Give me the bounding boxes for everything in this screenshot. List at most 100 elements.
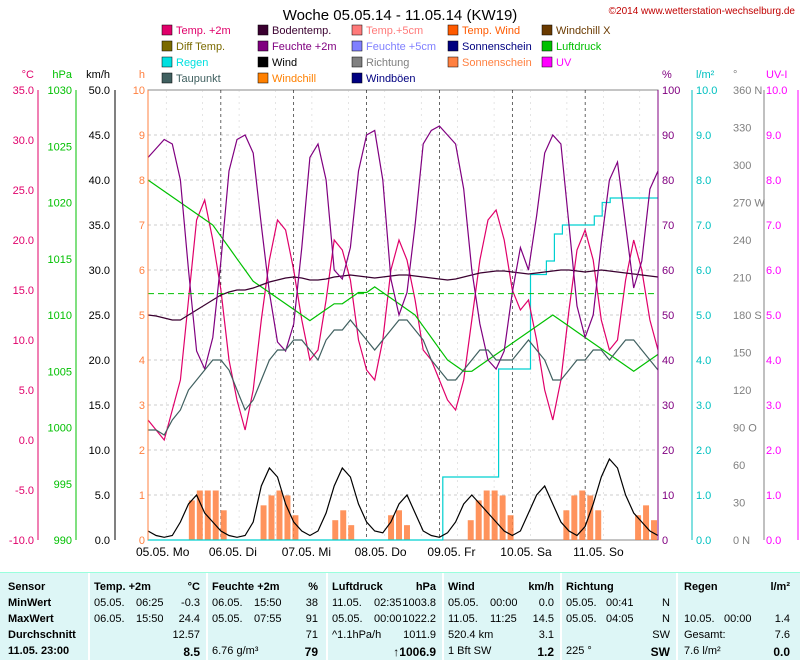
- weather-chart: Woche 05.05.14 - 11.05.14 (KW19) ©2014 w…: [9, 6, 799, 559]
- axis-unit-direction_deg: °: [733, 69, 737, 81]
- axis-tick-humidity_pct: 60: [662, 265, 674, 277]
- table-cell: 1.2: [537, 645, 554, 659]
- legend-swatch: [161, 72, 173, 84]
- axis-tick-wind_kmh: 10.0: [89, 445, 110, 457]
- sunshine-bar: [188, 500, 195, 540]
- axis-tick-rain_lm2: 7.0: [696, 220, 711, 232]
- table-cell: Gesamt:: [684, 629, 726, 641]
- table-cell: km/h: [528, 581, 554, 593]
- legend-swatch: [447, 24, 459, 36]
- axis-tick-temp_c: -10.0: [9, 535, 34, 547]
- axis-tick-uv: 2.0: [766, 445, 781, 457]
- axis-tick-humidity_pct: 40: [662, 355, 674, 367]
- table-cell: 11.05.: [332, 597, 362, 609]
- table-cell: ^1.1hPa/h: [332, 629, 382, 641]
- axis-tick-temp_c: 15.0: [13, 285, 34, 297]
- axis-tick-temp_c: 5.0: [19, 385, 34, 397]
- sunshine-bar: [276, 490, 283, 540]
- axis-tick-rain_lm2: 2.0: [696, 445, 711, 457]
- sunshine-bar: [579, 490, 586, 540]
- table-cell: Richtung: [566, 581, 614, 593]
- table-cell: 14.5: [532, 613, 554, 625]
- axis-tick-rain_lm2: 5.0: [696, 310, 711, 322]
- legend-label: Windchill X: [556, 25, 611, 37]
- table-cell: 02:35: [374, 597, 402, 609]
- table-cell: 05.05.: [94, 597, 125, 609]
- x-tick-label: 11.05. So: [573, 545, 624, 559]
- axis-tick-temp_c: 20.0: [13, 235, 34, 247]
- table-cell: 225 °: [566, 645, 592, 657]
- table-cell: %: [308, 581, 318, 593]
- table-cell: 11.05.: [448, 613, 478, 625]
- sunshine-bar: [340, 510, 347, 540]
- sunshine-bar: [475, 500, 482, 540]
- stats-table: Sensor Temp. +2m °C Feuchte +2m% Luftdruck hP…: [0, 572, 800, 660]
- table-cell: 1 Bft SW: [448, 645, 492, 657]
- sunshine-bar: [348, 525, 355, 540]
- table-cell: 00:41: [606, 597, 634, 609]
- axis-tick-humidity_pct: 0: [662, 535, 668, 547]
- axis-tick-sun_h: 8: [139, 175, 145, 187]
- sunshine-bar: [651, 520, 657, 540]
- x-tick-label: 09.05. Fr: [427, 545, 475, 559]
- axis-tick-direction_deg: 30: [733, 498, 745, 510]
- x-tick-label: 06.05. Di: [209, 545, 257, 559]
- axis-tick-temp_c: 10.0: [13, 335, 34, 347]
- table-cell: 10.05.: [684, 613, 715, 625]
- table-cell: 15:50: [254, 597, 282, 609]
- axis-tick-direction_deg: 300: [733, 160, 751, 172]
- axis-tick-sun_h: 10: [133, 85, 145, 97]
- table-cell: 0.0: [773, 645, 790, 659]
- series-line: [147, 457, 659, 538]
- axis-tick-pressure_hpa: 995: [54, 479, 72, 491]
- legend-swatch: [351, 72, 363, 84]
- axis-tick-direction_deg: 120: [733, 385, 751, 397]
- series-line: [147, 125, 659, 371]
- sunshine-bar: [332, 520, 339, 540]
- x-tick-label: 07.05. Mi: [282, 545, 331, 559]
- table-cell: 06.05.: [212, 597, 243, 609]
- axis-tick-wind_kmh: 30.0: [89, 265, 110, 277]
- sunshine-bar: [388, 515, 395, 540]
- table-cell: 11:25: [490, 613, 517, 625]
- legend-label: Temp. +2m: [176, 25, 231, 37]
- axis-tick-uv: 4.0: [766, 355, 781, 367]
- table-cell: 15:50: [136, 613, 164, 625]
- sunshine-bar: [284, 495, 291, 540]
- sunshine-bar: [587, 495, 594, 540]
- axis-unit-wind_kmh: km/h: [86, 69, 110, 81]
- table-cell: N: [662, 613, 670, 625]
- axis-tick-rain_lm2: 9.0: [696, 130, 711, 142]
- sunshine-bar: [643, 505, 650, 540]
- table-cell: 00:00: [374, 613, 402, 625]
- table-cell: Wind: [448, 581, 475, 593]
- table-cell: l/m²: [770, 581, 790, 593]
- axis-tick-wind_kmh: 25.0: [89, 310, 110, 322]
- axis-tick-rain_lm2: 1.0: [696, 490, 711, 502]
- legend-label: Temp. Wind: [462, 25, 520, 37]
- legend: Temp. +2m Bodentemp. Temp.+5cm Temp. Wind Wi…: [161, 24, 611, 85]
- axis-tick-uv: 3.0: [766, 400, 781, 412]
- table-cell: Luftdruck: [332, 581, 383, 593]
- axis-tick-sun_h: 6: [139, 265, 145, 277]
- table-cell: 07:55: [254, 613, 282, 625]
- axis-tick-sun_h: 0: [139, 535, 145, 547]
- axis-unit-humidity_pct: %: [662, 69, 672, 81]
- series-rain: [148, 197, 658, 541]
- axis-tick-humidity_pct: 90: [662, 130, 674, 142]
- axis-tick-wind_kmh: 20.0: [89, 355, 110, 367]
- axis-tick-direction_deg: 150: [733, 348, 751, 360]
- sunshine-bar: [491, 490, 498, 540]
- table-cell: 05.05.: [332, 613, 363, 625]
- axis-tick-wind_kmh: 50.0: [89, 85, 110, 97]
- axis-tick-direction_deg: 360 N: [733, 85, 762, 97]
- table-cell: 520.4 km: [448, 629, 494, 641]
- axis-tick-sun_h: 7: [139, 220, 145, 232]
- table-cell: 05.05.: [212, 613, 243, 625]
- axis-unit-temp_c: °C: [22, 69, 34, 81]
- axis-tick-pressure_hpa: 1020: [48, 198, 72, 210]
- legend-swatch: [447, 40, 459, 52]
- sunshine-bar: [196, 490, 203, 540]
- sunshine-bar: [260, 505, 267, 540]
- table-cell: hPa: [415, 581, 436, 593]
